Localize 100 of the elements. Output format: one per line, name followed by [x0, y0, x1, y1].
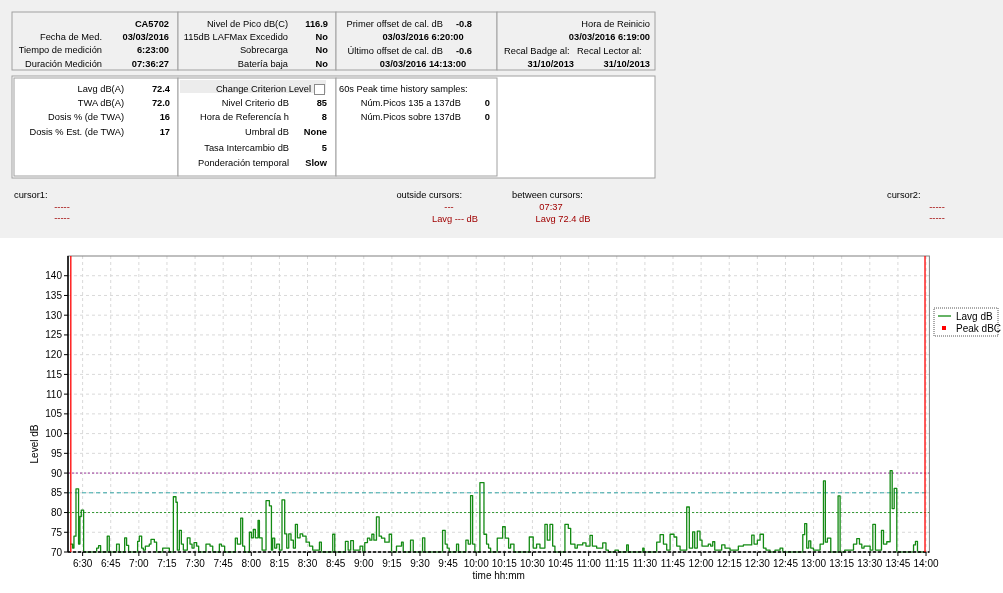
y-tick-label: 70 [50, 546, 63, 558]
text: 0 [484, 98, 490, 108]
x-tick-label: 10:30 [519, 558, 546, 569]
text: 116.9 [305, 19, 328, 29]
text: Dosis % (de TWA) [48, 112, 124, 122]
text: Umbral dB [245, 127, 289, 137]
x-tick-label: 10:45 [548, 558, 574, 569]
text: -0.6 [455, 46, 472, 56]
text: Lavg --- dB [432, 214, 478, 224]
text: No [315, 59, 329, 69]
text: 6:23:00 [136, 45, 169, 55]
text: 8 [321, 112, 327, 122]
x-tick-label: 14:00 [913, 558, 939, 569]
x-tick-label: 10:15 [491, 558, 518, 569]
x-tick-label: 9:30 [410, 558, 431, 569]
x-tick-label: 8:45 [325, 558, 346, 569]
x-tick-label: 8:15 [269, 558, 290, 569]
text: 31/10/2013 [527, 59, 574, 69]
y-tick-label: 100 [45, 428, 63, 440]
text: Tasa Intercambio dB [204, 143, 289, 153]
text: 16 [159, 112, 170, 122]
x-tick-label: 11:45 [660, 558, 686, 569]
text: Slow [305, 158, 328, 168]
y-tick-label: 115 [46, 368, 63, 380]
text: ----- [54, 202, 70, 212]
text: Último offset de cal. dB [347, 46, 443, 56]
text: Dosis % Est. (de TWA) [29, 127, 124, 137]
legend-label: Peak dBC [956, 322, 1002, 334]
x-tick-label: 9:45 [438, 558, 459, 569]
text: ----- [54, 213, 70, 223]
text: 03/03/2016 [122, 32, 169, 42]
x-tick-label: 7:00 [129, 558, 150, 569]
text: -0.8 [455, 19, 472, 29]
y-tick-label: 75 [50, 526, 63, 538]
x-axis-title: time hh:mm [472, 570, 525, 581]
x-tick-label: 13:30 [857, 558, 883, 569]
text: CA5702 [134, 19, 169, 29]
x-tick-label: 6:45 [101, 558, 121, 569]
text: 72.4 [151, 84, 171, 94]
x-tick-label: 11:30 [632, 558, 658, 569]
text: Núm.Picos sobre 137dB [360, 112, 461, 122]
text: 07:36:27 [131, 59, 169, 69]
x-tick-label: 11:00 [576, 558, 602, 569]
text: outside cursors: [396, 190, 462, 200]
text: 72.0 [151, 98, 170, 108]
text: 03/03/2016 6:19:00 [568, 32, 650, 42]
text: Duración Medición [25, 59, 102, 69]
x-tick-label: 12:45 [772, 558, 799, 569]
text: Tiempo de medición [18, 45, 102, 55]
y-axis-title: Level dB [29, 424, 40, 464]
text: 85 [316, 98, 327, 108]
text: cursor1: [14, 190, 48, 200]
text: Recal Lector al: [577, 46, 642, 56]
y-tick-label: 90 [50, 467, 63, 479]
text: ----- [929, 213, 945, 223]
x-tick-label: 13:00 [801, 558, 827, 569]
x-tick-label: 8:00 [241, 558, 262, 569]
x-tick-label: 12:15 [716, 558, 743, 569]
text: 03/03/2016 6:20:00 [382, 32, 464, 42]
x-tick-label: 7:45 [213, 558, 234, 569]
text: None [303, 127, 327, 137]
text: between cursors: [512, 190, 583, 200]
text: 60s Peak time history samples: [339, 84, 468, 94]
text: Lavg 72.4 dB [535, 214, 591, 224]
text: 03/03/2016 14:13:00 [379, 59, 467, 69]
x-tick-label: 13:45 [885, 558, 911, 569]
y-tick-label: 95 [50, 447, 63, 459]
y-tick-label: 85 [50, 487, 63, 499]
text: No [315, 45, 329, 55]
text: Núm.Picos 135 a 137dB [360, 98, 461, 108]
y-tick-label: 130 [45, 309, 63, 321]
text: Nivel de Pico dB(C) [206, 19, 288, 29]
x-tick-label: 10:00 [463, 558, 490, 569]
text: --- [444, 202, 454, 212]
text: 07:37 [539, 202, 563, 212]
text: 5 [321, 143, 327, 153]
text: Recal Badge al: [504, 46, 570, 56]
text: 17 [159, 127, 170, 137]
text: Lavg dB(A) [77, 84, 124, 94]
text: cursor2: [887, 190, 921, 200]
y-tick-label: 120 [45, 349, 63, 361]
y-tick-label: 125 [45, 329, 63, 341]
text: Sobrecarga [239, 45, 289, 55]
y-tick-label: 105 [45, 408, 63, 420]
text: Hora de Referencía h [200, 112, 289, 122]
y-tick-label: 80 [50, 507, 63, 519]
y-tick-label: 135 [45, 289, 63, 301]
x-tick-label: 7:30 [185, 558, 206, 569]
x-tick-label: 13:15 [829, 558, 855, 569]
y-tick-label: 110 [46, 388, 63, 400]
text: 115dB LAFMax Excedido [183, 32, 288, 42]
text: ----- [929, 202, 945, 212]
text: Change Criterion Level [215, 84, 311, 94]
x-tick-label: 9:00 [354, 558, 374, 569]
y-tick-label: 140 [45, 270, 63, 282]
text: No [315, 32, 329, 42]
text: Hora de Reinicio [581, 19, 650, 29]
text: 31/10/2013 [603, 59, 650, 69]
x-tick-label: 12:30 [744, 558, 771, 569]
x-tick-label: 7:15 [157, 558, 178, 569]
